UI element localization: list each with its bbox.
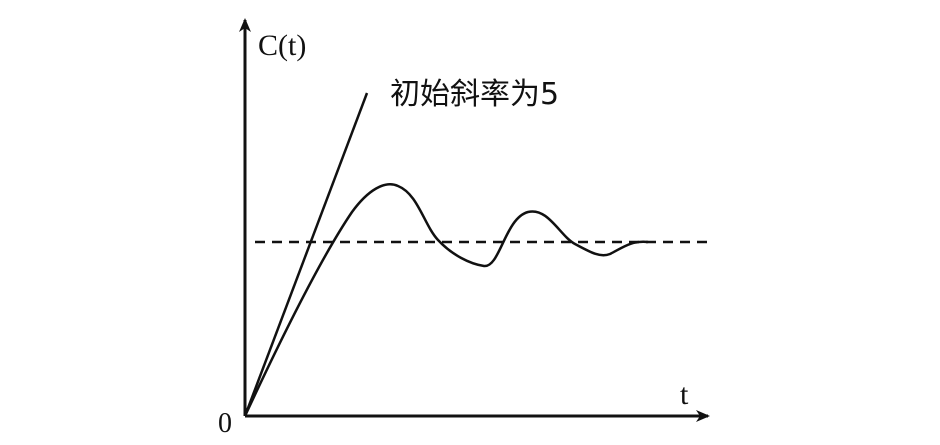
initial-slope-tangent-line [243,92,369,417]
x-axis-label: t [680,378,689,411]
initial-slope-annotation: 初始斜率为5 [390,77,559,112]
y-axis-label: C(t) [258,29,306,62]
origin-label: 0 [218,408,232,439]
response-curve [243,183,649,417]
